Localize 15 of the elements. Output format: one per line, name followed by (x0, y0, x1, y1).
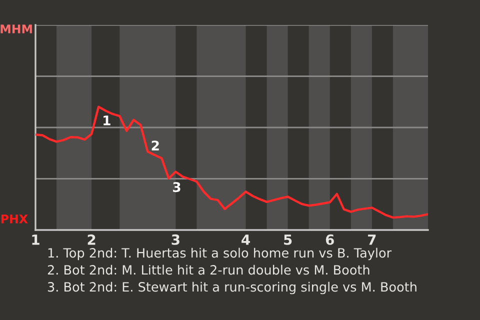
annotation: 1 (104, 116, 110, 126)
annotation: 3 (173, 182, 180, 192)
text: 1. Top 2nd: T. Huertas hit a solo home run vs B. Taylor (48, 248, 392, 260)
x-tick-label: 4 (242, 234, 250, 245)
x-tick-label: 7 (368, 234, 376, 245)
text: 3. Bot 2nd: E. Stewart hit a run-scoring single vs M. Booth (48, 282, 416, 294)
text: 2. Bot 2nd: M. Little hit a 2-run double vs M. Booth (48, 264, 370, 275)
text: PHX (1, 214, 28, 224)
annotation: 2 (152, 140, 159, 150)
x-tick-label: 1 (32, 234, 40, 245)
x-tick-label: 6 (326, 234, 334, 245)
text: MHM (0, 24, 32, 34)
x-tick-label: 3 (172, 234, 180, 245)
x-tick-label: 5 (284, 234, 292, 245)
x-tick-label: 2 (88, 234, 96, 245)
